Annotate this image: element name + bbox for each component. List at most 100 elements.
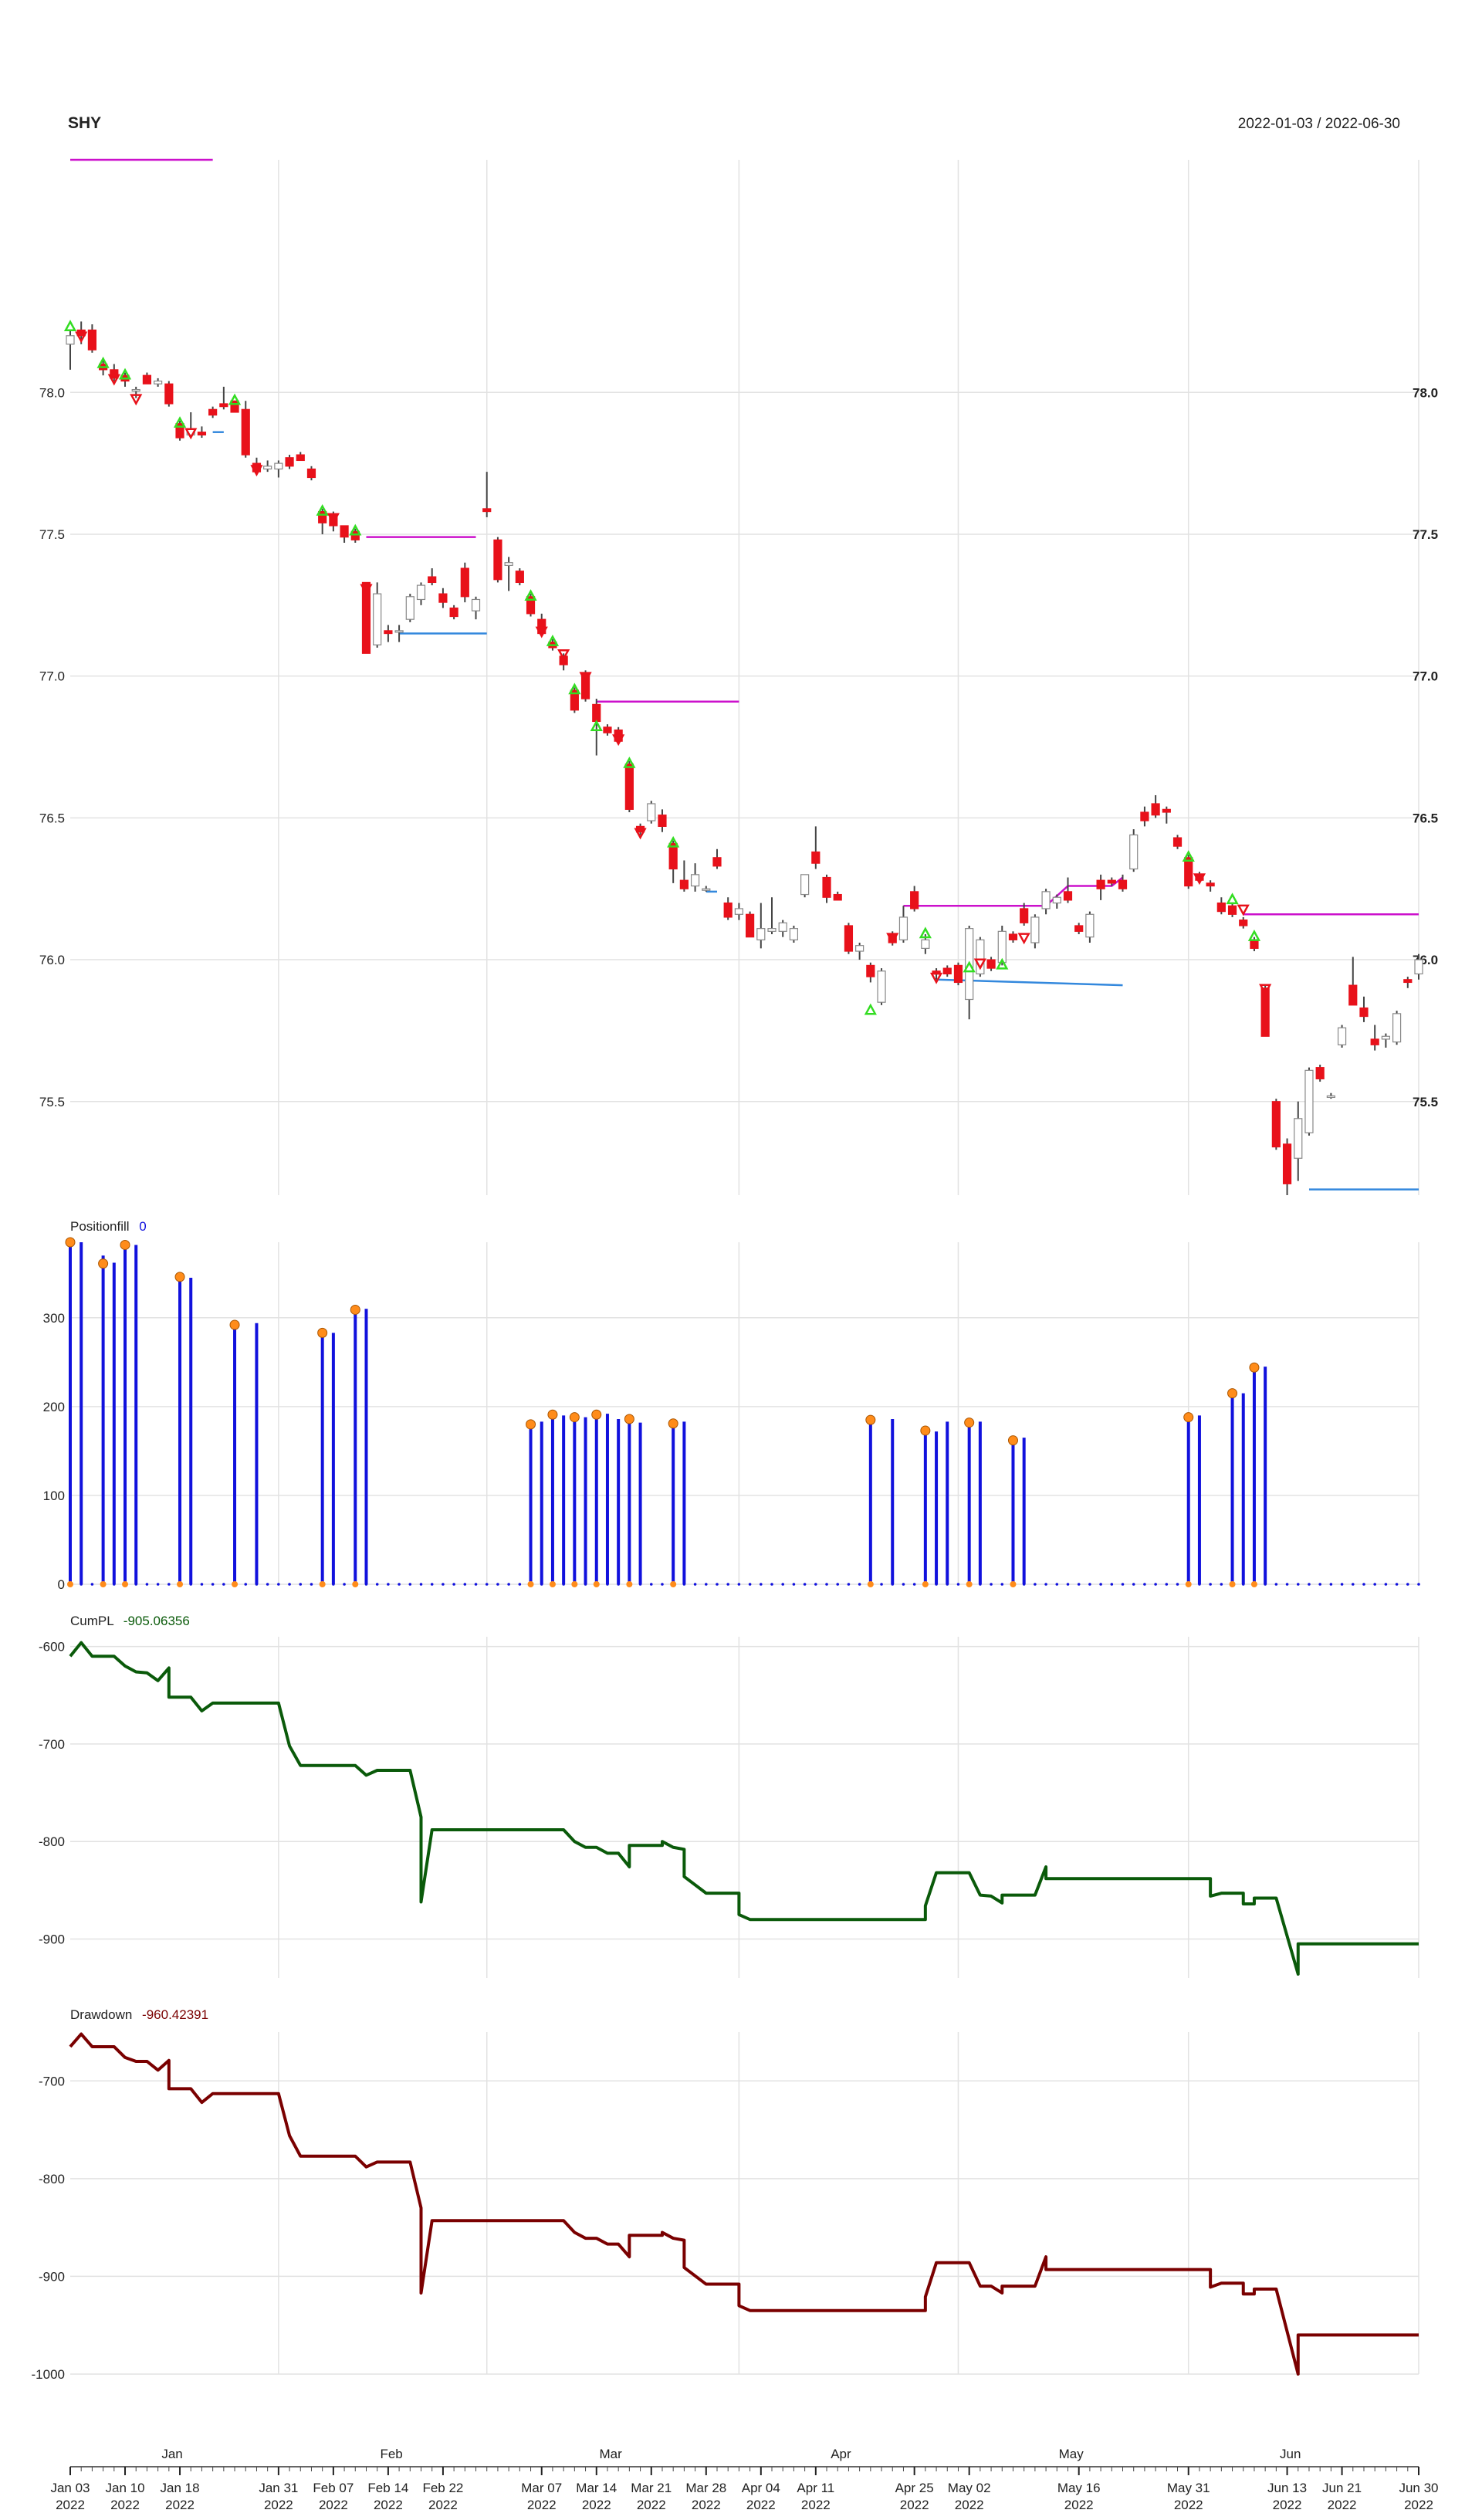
sell-signal-marker xyxy=(535,626,548,638)
position-baseline-dot xyxy=(310,1583,313,1586)
candle-up xyxy=(1030,916,1040,943)
candle-up xyxy=(405,596,414,620)
candle-down xyxy=(1227,905,1237,915)
candle-up xyxy=(394,630,404,633)
position-baseline-dot xyxy=(912,1583,916,1586)
drawdown-ytick-left: -700 xyxy=(39,2074,65,2088)
buy-signal-marker xyxy=(96,356,110,368)
sell-signal-marker xyxy=(107,374,120,386)
buy-signal-marker xyxy=(1226,892,1239,905)
candle-up xyxy=(898,916,908,940)
candle-up xyxy=(1326,1095,1335,1099)
positionfill-title: Positionfill 0 xyxy=(70,1219,147,1234)
x-tick-year: 2022 xyxy=(56,2498,85,2512)
cumpl-ytick-left: -800 xyxy=(39,1834,65,1849)
position-baseline-dot xyxy=(90,1583,94,1586)
sell-signal-marker xyxy=(130,394,143,406)
candle-down xyxy=(1074,925,1084,932)
position-baseline-dot xyxy=(1362,1583,1365,1586)
price-ytick-right: 77.0 xyxy=(1413,669,1438,684)
position-exit-dot xyxy=(1010,1581,1017,1587)
x-month-label: Mar xyxy=(600,2447,623,2461)
position-baseline-dot xyxy=(398,1583,401,1586)
grid-layer xyxy=(70,160,1419,2375)
buy-signal-marker xyxy=(228,393,242,405)
position-baseline-dot xyxy=(1154,1583,1157,1586)
position-baseline-dot xyxy=(518,1583,522,1586)
support-line xyxy=(936,978,1123,987)
x-axis: Jan Feb Mar Apr May Jun Jan 03 2022 Jan 10 2022 Ja… xyxy=(50,2447,1438,2512)
position-baseline-dot xyxy=(200,1583,204,1586)
x-month-label: Jun xyxy=(1280,2447,1301,2461)
candle-down xyxy=(1239,920,1248,926)
cumpl-ytick-left: -700 xyxy=(39,1737,65,1752)
position-baseline-dot xyxy=(474,1583,478,1586)
x-tick-label: Jan 03 xyxy=(50,2481,90,2495)
candle-down xyxy=(822,876,831,898)
candle-up xyxy=(1337,1027,1347,1045)
x-month-label: Jan xyxy=(161,2447,182,2461)
position-baseline-dot xyxy=(452,1583,455,1586)
position-baseline-dot xyxy=(485,1583,489,1586)
candle-down xyxy=(241,408,250,456)
candle-down xyxy=(658,815,667,827)
x-tick-label: May 02 xyxy=(948,2481,991,2495)
position-baseline-dot xyxy=(814,1583,817,1586)
candle-down xyxy=(175,423,184,439)
position-baseline-dot xyxy=(375,1583,379,1586)
position-exit-dot xyxy=(670,1581,677,1587)
position-exit-dot xyxy=(1229,1581,1236,1587)
position-entry-dot xyxy=(229,1319,240,1330)
cumpl-title: CumPL -905.06356 xyxy=(70,1614,190,1628)
position-exit-dot xyxy=(319,1581,326,1587)
candle-up xyxy=(504,562,513,566)
position-exit-dot xyxy=(122,1581,129,1587)
sell-signal-marker xyxy=(634,828,647,840)
drawdown-title-value: -960.42391 xyxy=(142,2007,208,2022)
candle-down xyxy=(1271,1101,1281,1148)
position-entry-dot xyxy=(120,1239,130,1250)
position-baseline-dot xyxy=(1373,1583,1376,1586)
x-tick-label: Jan 18 xyxy=(161,2481,200,2495)
candle-down xyxy=(624,763,634,810)
candle-down xyxy=(449,607,458,618)
candle-down xyxy=(208,408,218,416)
candle-down xyxy=(296,454,305,462)
positionfill-ytick-left: 300 xyxy=(43,1311,65,1326)
position-baseline-dot xyxy=(1384,1583,1388,1586)
candle-up xyxy=(702,888,711,891)
position-baseline-dot xyxy=(408,1583,412,1586)
drawdown-ytick-left: -900 xyxy=(39,2269,65,2284)
x-month-label: Feb xyxy=(380,2447,402,2461)
position-baseline-dot xyxy=(649,1583,653,1586)
candle-up xyxy=(1041,891,1051,909)
positionfill-title-value: 0 xyxy=(139,1219,146,1234)
candle-down xyxy=(1140,811,1149,821)
x-tick-year: 2022 xyxy=(319,2498,348,2512)
sell-signal-marker xyxy=(1193,873,1206,886)
position-baseline-dot xyxy=(858,1583,861,1586)
position-exit-dot xyxy=(1250,1581,1257,1587)
position-baseline-dot xyxy=(1088,1583,1091,1586)
positionfill-ytick-left: 200 xyxy=(43,1400,65,1414)
candle-up xyxy=(471,598,481,611)
candle-down xyxy=(1008,933,1018,940)
position-baseline-dot xyxy=(442,1583,445,1586)
position-baseline-dot xyxy=(1055,1583,1059,1586)
price-panel: 75.5 75.576.0 76.076.5 76.577.0 77.077.5 77.5… xyxy=(39,158,1438,1195)
x-tick-label: May 16 xyxy=(1057,2481,1101,2495)
candle-up xyxy=(263,466,272,470)
position-exit-dot xyxy=(922,1581,929,1587)
x-tick-year: 2022 xyxy=(165,2498,195,2512)
position-baseline-dot xyxy=(661,1583,664,1586)
drawdown-title-label: Drawdown xyxy=(70,2007,132,2022)
position-baseline-dot xyxy=(1044,1583,1047,1586)
x-tick-label: Mar 28 xyxy=(685,2481,726,2495)
position-baseline-dot xyxy=(956,1583,960,1586)
position-exit-dot xyxy=(352,1581,359,1587)
sell-signal-marker xyxy=(929,972,943,984)
buy-signal-marker xyxy=(919,926,932,939)
cumpl-panel: -900 -800 -700 -600 xyxy=(39,1640,1419,1976)
candle-down xyxy=(460,567,469,598)
